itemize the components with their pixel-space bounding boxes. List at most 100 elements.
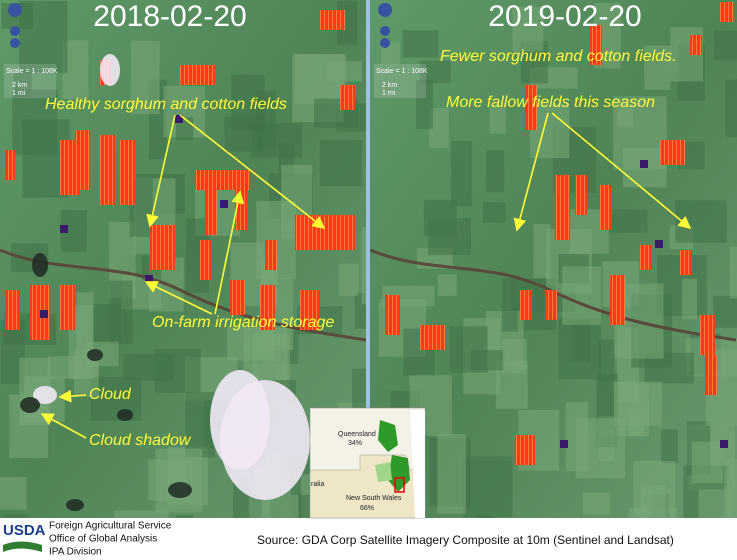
inset-map: Queensland 34% ralia New South Wales 66% [309, 407, 426, 519]
crop-field [525, 85, 537, 130]
parcel [572, 321, 591, 363]
parcel [451, 141, 472, 207]
scale: Scale = 1 : 108K [6, 68, 58, 75]
parcel [130, 41, 160, 114]
parcel [482, 202, 506, 223]
arrow [146, 114, 176, 228]
crop-field [600, 185, 612, 230]
crop-field [590, 25, 602, 65]
crop-field [690, 35, 702, 55]
storage [220, 200, 228, 208]
logo-swoosh [3, 541, 42, 552]
crop-field [150, 225, 175, 270]
crop-field [75, 130, 90, 190]
logo: USDA [3, 522, 46, 539]
crop-field [545, 290, 557, 320]
parcel [512, 6, 544, 52]
parcel [489, 104, 506, 134]
crop-field [320, 10, 345, 30]
agency-line: Office of Global Analysis [49, 534, 157, 545]
parcel [729, 246, 737, 299]
parcel [476, 515, 493, 518]
crop-field [705, 355, 717, 395]
parcel [562, 266, 602, 325]
parcel [338, 263, 359, 297]
crop-field [640, 245, 652, 270]
parcel [419, 60, 451, 84]
date: 2019-02-20 [488, 0, 641, 33]
cloud-shadow [117, 409, 133, 421]
crop-field [60, 285, 75, 330]
arrow [551, 112, 692, 230]
parcel [12, 89, 58, 155]
parcel [175, 514, 194, 518]
scale-km: 2 km [382, 82, 397, 89]
parcel [226, 326, 275, 361]
cloud-shadow [32, 253, 48, 277]
cloud [210, 370, 270, 470]
parcel [114, 510, 169, 518]
parcel [486, 150, 505, 193]
date: 2018-02-20 [93, 0, 246, 33]
parcel [4, 514, 28, 518]
storage [145, 275, 153, 283]
annotation: On-farm irrigation storage [152, 314, 334, 331]
parcel [437, 434, 466, 514]
cloud [100, 54, 120, 86]
cloud [33, 386, 57, 404]
storage [655, 240, 663, 248]
parcel [725, 79, 737, 138]
crop-field [680, 250, 692, 275]
crop-field [340, 85, 355, 110]
arrow [144, 281, 213, 315]
cloud-shadow [168, 482, 192, 498]
parcel [354, 292, 366, 329]
crop-field [120, 140, 135, 205]
parcel [402, 30, 439, 58]
source: Source: GDA Corp Satellite Imagery Compo… [257, 533, 674, 547]
crop-field [295, 215, 355, 250]
parcel [294, 54, 347, 105]
crop-field [515, 435, 535, 465]
crop-field [700, 315, 715, 355]
inset-label: Queensland [338, 431, 376, 438]
cloud-shadow [87, 349, 103, 361]
parcel [617, 104, 633, 127]
crop-field [100, 135, 115, 205]
parcel [176, 117, 194, 141]
scale-mi: 1 mi [382, 90, 396, 97]
scale-box [4, 64, 56, 98]
parcel [724, 459, 737, 518]
crop-field [610, 275, 625, 325]
parcel [319, 140, 363, 187]
cloud-shadow [20, 397, 40, 413]
parcel [423, 199, 457, 237]
map-controls [8, 3, 392, 48]
parcel [185, 392, 215, 458]
parcel [713, 295, 737, 328]
parcel [607, 209, 648, 233]
parcel [714, 30, 737, 61]
parcel [429, 108, 449, 149]
crop-field [230, 280, 245, 315]
parcel [640, 485, 666, 518]
crop-field [205, 180, 217, 235]
parcel [661, 429, 678, 464]
parcel [582, 492, 611, 515]
arrow [513, 112, 549, 232]
agency-line: IPA Division [49, 547, 102, 558]
scale: Scale = 1 : 108K [376, 68, 428, 75]
overlay: 2018-02-20 2019-02-20 Scale = 1 : 108K 2… [3, 0, 692, 558]
storage [560, 440, 568, 448]
river [0, 248, 366, 342]
parcel [502, 339, 528, 374]
parcel [19, 0, 68, 73]
crop-field [265, 240, 277, 270]
arrow [40, 413, 87, 439]
parcel [462, 456, 513, 518]
storage [640, 160, 648, 168]
crop-field [660, 140, 685, 165]
crop-field [5, 290, 20, 330]
storage [60, 225, 68, 233]
crop-field [520, 290, 532, 320]
